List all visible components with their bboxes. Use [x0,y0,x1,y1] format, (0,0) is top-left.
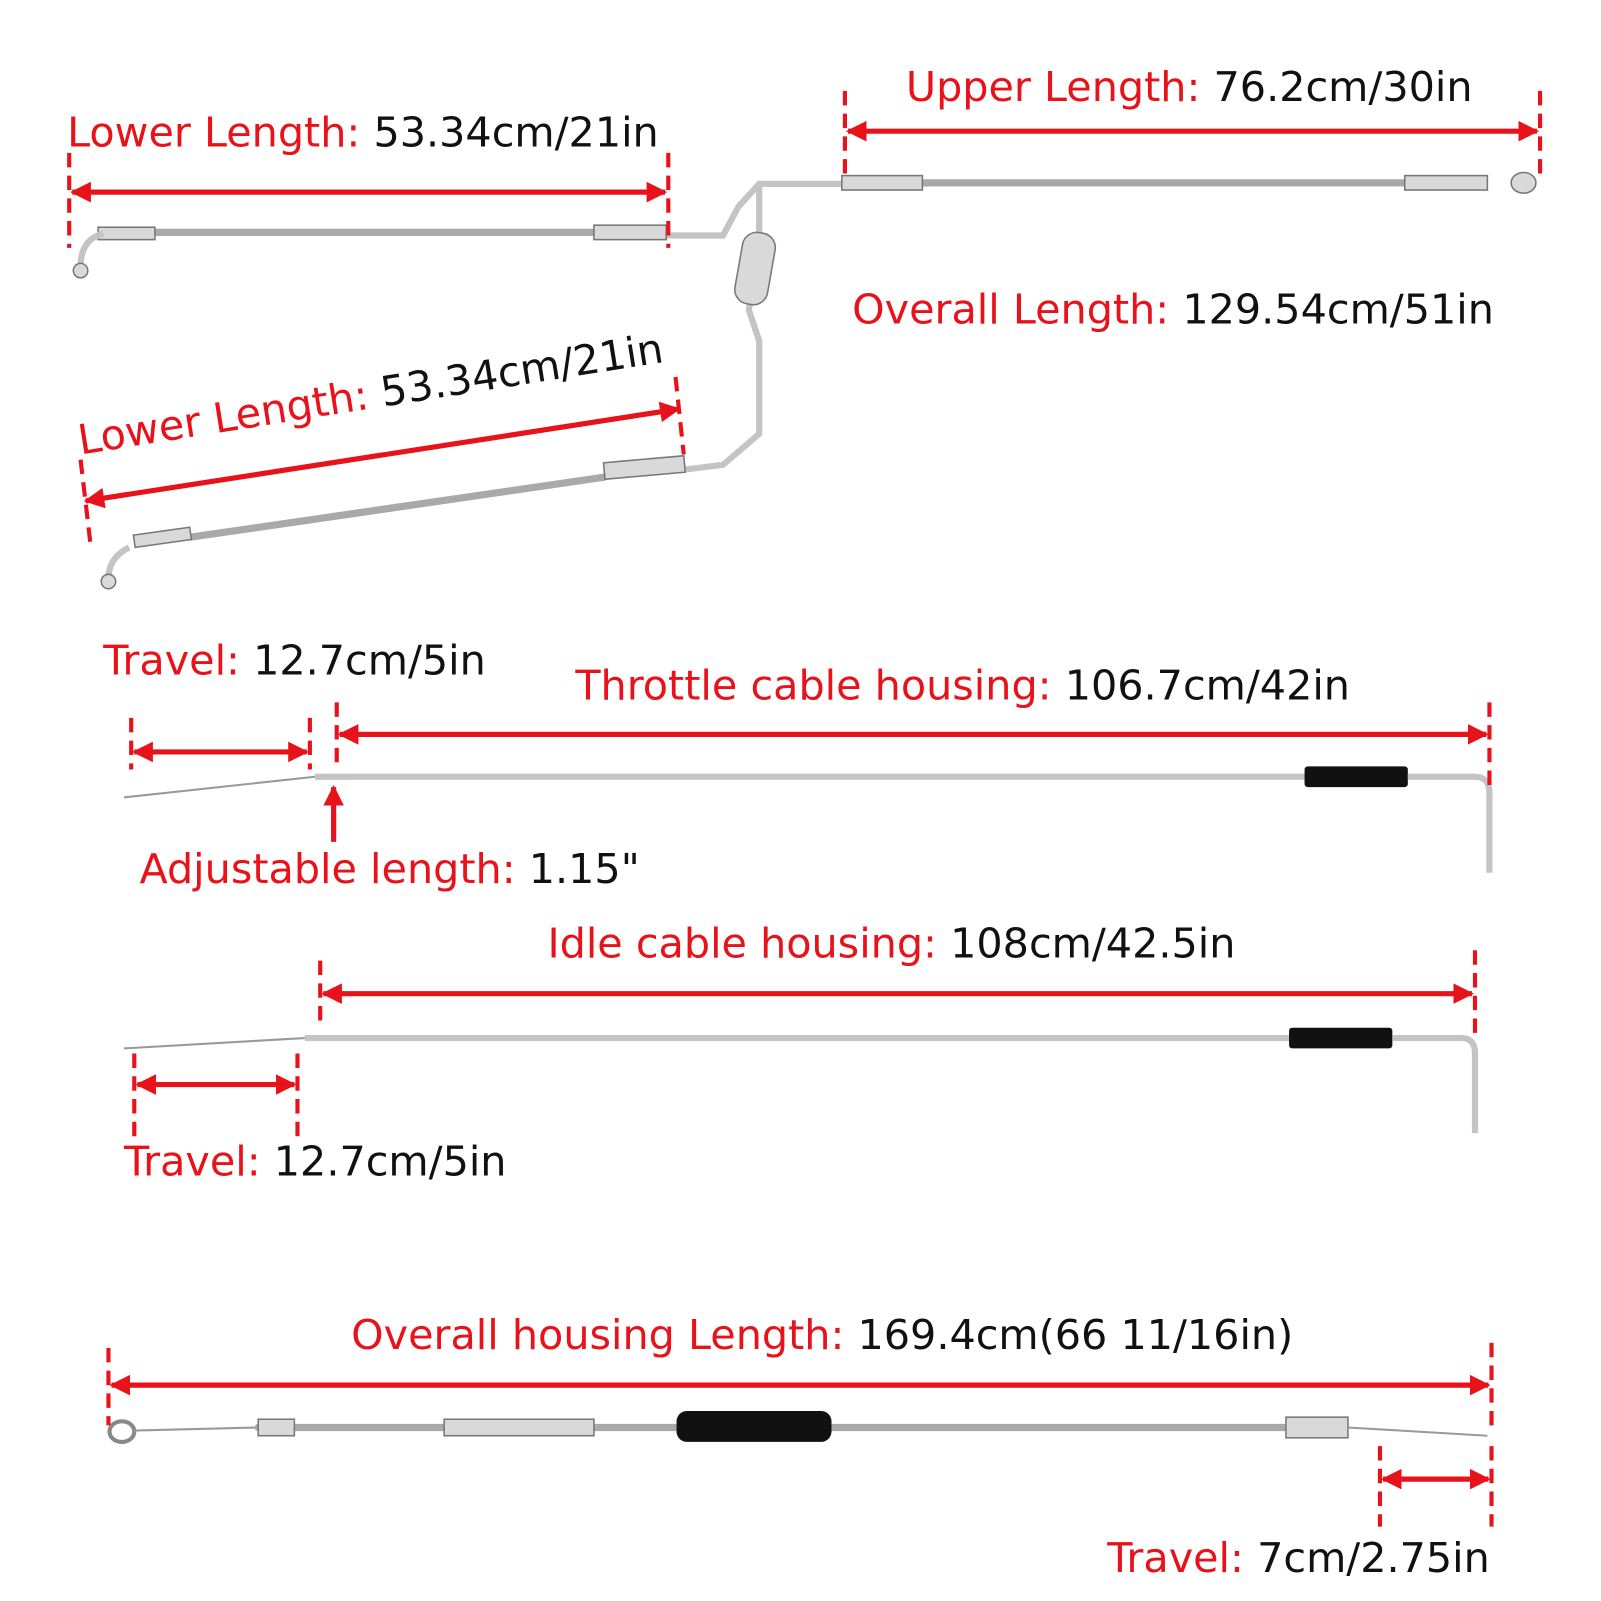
dimension-lines [67,90,1543,1527]
label: Overall Length: 129.54cm/51in [852,285,1494,333]
label-name: Upper Length: [906,63,1201,111]
label-name: Travel: [1106,1534,1244,1582]
label: Throttle cable housing: 106.7cm/42in [574,661,1350,709]
label-name: Overall Length: [852,285,1169,333]
label-value: 129.54cm/51in [1182,285,1494,333]
label-name: Lower Length: [75,371,372,464]
label-name: Travel: [102,636,240,684]
throttle-cable [123,766,1493,873]
label: Lower Length: 53.34cm/21in [75,324,667,464]
label-value: 53.34cm/21in [373,109,658,157]
label-value: 108cm/42.5in [950,920,1235,968]
label-name: Throttle cable housing: [574,661,1051,709]
label-value: 12.7cm/5in [253,636,486,684]
label-value: 169.4cm(66 11/16in) [858,1311,1294,1359]
label: Adjustable length: 1.15" [139,845,639,893]
label-value: 106.7cm/42in [1065,661,1350,709]
label: Travel: 12.7cm/5in [102,636,486,684]
brake-lines [72,171,1537,590]
label: Idle cable housing: 108cm/42.5in [547,920,1235,968]
label-name: Adjustable length: [139,845,515,893]
label-name: Travel: [123,1137,261,1185]
label-name: Lower Length: [67,109,360,157]
label-value: 7cm/2.75in [1257,1534,1490,1582]
label-value: 12.7cm/5in [274,1137,507,1185]
label-value: 53.34cm/21in [377,324,666,416]
label: Lower Length: 53.34cm/21in [67,109,659,157]
label: Upper Length: 76.2cm/30in [906,63,1473,111]
label: Travel: 7cm/2.75in [1106,1534,1490,1582]
idle-cable [123,1027,1479,1134]
label: Overall housing Length: 169.4cm(66 11/16… [351,1311,1293,1359]
label-value: 1.15" [529,845,640,893]
label-name: Overall housing Length: [351,1311,844,1359]
label-value: 76.2cm/30in [1214,63,1473,111]
clutch-cable [107,1410,1488,1444]
label-name: Idle cable housing: [547,920,937,968]
label: Travel: 12.7cm/5in [123,1137,507,1185]
